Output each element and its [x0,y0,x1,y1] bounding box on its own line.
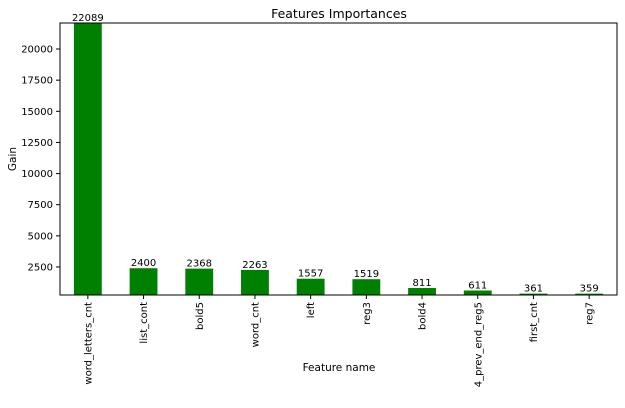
y-tick-label: 5000 [28,231,53,242]
x-tick-label: bold4 [418,302,429,330]
x-tick-label: 4_prev_end_reg5 [473,302,484,387]
y-tick-label: 15000 [21,107,53,118]
x-tick-label: left [306,302,317,318]
y-tick-label: 20000 [21,45,53,56]
y-tick-label: 10000 [21,169,53,180]
x-tick-label: word_cnt [250,302,261,347]
x-tick-label: reg3 [362,302,373,325]
bar-value-label: 1519 [354,269,379,280]
bar [241,269,269,295]
bar-value-label: 22089 [72,13,104,24]
bars-group [73,23,604,295]
y-axis-label: Gain [7,147,19,171]
bar-value-label: 1557 [298,269,323,280]
x-tick-label: reg7 [585,302,596,325]
x-axis-label: Feature name [303,362,376,374]
x-tick-label: bold5 [195,302,206,330]
x-tick-label: first_cnt [529,302,540,342]
bar-value-label: 361 [524,284,543,295]
bar [519,293,548,295]
bar [352,279,381,295]
bar-value-label: 359 [580,284,599,295]
bar-value-label: 811 [413,278,432,289]
x-axis: word_letters_cnt list_cont bold5 word_cnt le… [83,295,596,387]
chart-title: Features Importances [271,6,407,21]
bar-value-label: 2263 [242,260,267,271]
y-tick-label: 2500 [28,262,53,273]
bar-value-label: 2400 [131,258,156,269]
x-tick-label: word_letters_cnt [83,302,94,385]
bar [463,290,492,295]
plot-frame [59,22,618,296]
bar [575,293,604,295]
bar-value-label: 611 [468,281,487,292]
bar [296,278,325,295]
y-tick-label: 12500 [21,138,53,149]
bar-labels-group: 22089 2400 2368 2263 1557 1519 811 611 361 359 [72,13,599,295]
y-axis: 2500 5000 7500 10000 12500 15000 17500 20000 [21,45,60,273]
y-tick-label: 17500 [21,76,53,87]
bar [73,23,102,295]
x-tick-label: list_cont [139,302,150,344]
y-tick-label: 7500 [28,200,53,211]
bar [129,268,158,295]
bar-value-label: 2368 [187,259,212,270]
bar [185,268,214,295]
bar [408,288,436,295]
